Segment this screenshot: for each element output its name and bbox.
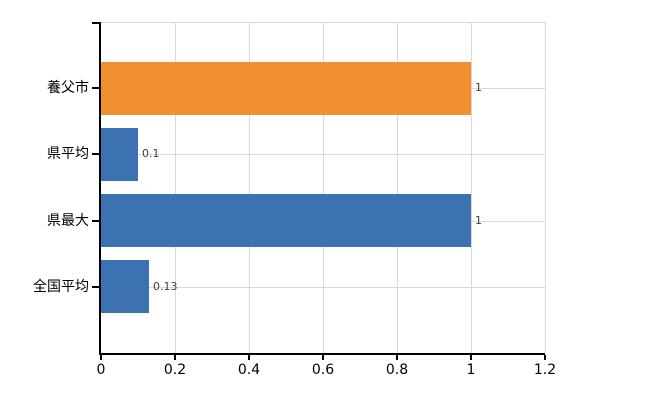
y-tick-mark (92, 286, 99, 288)
bar-value-label: 0.13 (153, 280, 178, 293)
category-label: 全国平均 (33, 279, 89, 295)
vertical-gridline (323, 22, 324, 353)
vertical-gridline (397, 22, 398, 353)
x-tick-label: 0.8 (385, 362, 409, 378)
bar-value-label: 1 (475, 214, 482, 227)
bar-value-label: 1 (475, 81, 482, 94)
bar (101, 128, 138, 181)
vertical-gridline (175, 22, 176, 353)
x-tick-mark (100, 355, 102, 360)
y-tick-mark (92, 220, 99, 222)
x-tick-label: 0.4 (237, 362, 261, 378)
bar-value-label: 0.1 (142, 147, 160, 160)
y-axis-line (99, 22, 101, 355)
y-tick-mark (92, 22, 99, 24)
vertical-gridline (545, 22, 546, 353)
bar (101, 194, 471, 247)
x-tick-mark (322, 355, 324, 360)
x-tick-mark (470, 355, 472, 360)
x-axis-line (99, 353, 545, 355)
vertical-gridline (471, 22, 472, 353)
x-tick-label: 1.2 (533, 362, 557, 378)
x-tick-mark (396, 355, 398, 360)
x-tick-label: 1 (466, 362, 476, 378)
x-tick-mark (544, 355, 546, 360)
category-label: 県平均 (47, 146, 89, 162)
bar (101, 62, 471, 115)
bar (101, 260, 149, 313)
x-tick-label: 0.6 (311, 362, 335, 378)
y-tick-mark (92, 87, 99, 89)
x-tick-label: 0.2 (163, 362, 187, 378)
category-label: 県最大 (47, 213, 89, 229)
y-tick-mark (92, 153, 99, 155)
x-tick-mark (248, 355, 250, 360)
vertical-gridline (249, 22, 250, 353)
x-tick-label: 0 (96, 362, 106, 378)
x-tick-mark (174, 355, 176, 360)
category-label: 養父市 (47, 80, 89, 96)
